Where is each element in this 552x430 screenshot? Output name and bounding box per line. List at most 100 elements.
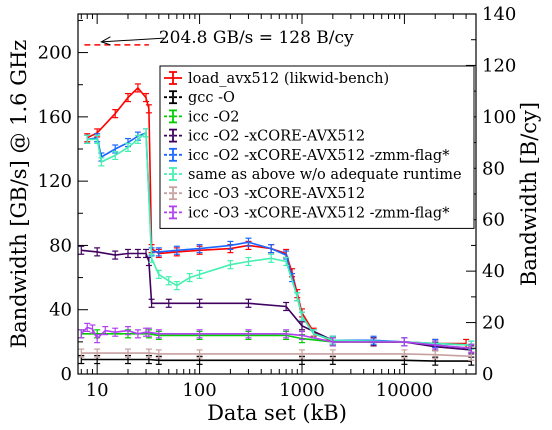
data-point xyxy=(196,329,203,339)
legend-item: load_avx512 (likwid-bench) xyxy=(164,71,389,87)
data-point xyxy=(134,83,141,93)
y-right-tick-label: 80 xyxy=(482,158,505,179)
y-left-tick-label: 200 xyxy=(38,43,72,64)
legend-swatch xyxy=(164,186,182,201)
legend-label: load_avx512 (likwid-bench) xyxy=(188,71,389,87)
data-point xyxy=(112,327,119,337)
y-right-tick-label: 60 xyxy=(482,210,505,231)
legend-item: gcc -O xyxy=(164,90,235,106)
data-point xyxy=(196,244,203,254)
data-point xyxy=(78,329,85,339)
legend-box xyxy=(159,65,475,229)
legend-swatch xyxy=(164,205,182,220)
data-point xyxy=(124,142,131,152)
data-point xyxy=(227,260,234,270)
annotation-arrowhead xyxy=(100,36,111,46)
y-right-tick-label: 20 xyxy=(482,313,505,334)
legend-swatch xyxy=(164,128,182,143)
data-point xyxy=(401,349,408,359)
series-8 xyxy=(78,322,475,353)
data-point xyxy=(298,311,305,321)
legend-item: icc -O3 -xCORE-AVX512 xyxy=(164,186,365,202)
data-point xyxy=(89,324,96,334)
data-point xyxy=(173,245,180,255)
y-right-tick-label: 40 xyxy=(482,261,505,282)
data-point xyxy=(186,272,193,283)
series-line xyxy=(81,358,472,362)
data-point xyxy=(245,256,252,267)
data-point xyxy=(134,134,141,144)
data-point xyxy=(329,337,336,347)
legend-item: icc -O2 -xCORE-AVX512 -zmm-flag* xyxy=(164,148,450,164)
data-point xyxy=(245,237,252,247)
annotation-layer: 204.8 GB/s = 128 B/cy xyxy=(84,28,354,48)
y-left-tick-label: 120 xyxy=(38,171,72,192)
series-2 xyxy=(78,354,475,366)
legend-label: icc -O3 -xCORE-AVX512 xyxy=(188,186,365,202)
data-point xyxy=(370,335,377,345)
data-point xyxy=(283,256,290,267)
data-point xyxy=(148,253,155,263)
ticks-layer: 10 100 1000 10000 0 40 80 120 160 200 0 20 40 60 80 100… xyxy=(38,4,517,401)
data-point xyxy=(298,330,305,341)
series-line xyxy=(81,352,472,358)
data-point xyxy=(155,269,162,279)
y-axis-right-title: Bandwidth [B/cy] xyxy=(517,102,541,286)
data-point xyxy=(143,92,150,103)
data-point xyxy=(329,349,336,359)
data-point xyxy=(124,326,131,336)
legend-label: icc -O3 -xCORE-AVX512 -zmm-flag* xyxy=(188,205,450,221)
legend-label: icc -O2 xyxy=(188,109,240,125)
legend-item: same as above w/o adequate runtime xyxy=(164,167,462,183)
data-point xyxy=(268,253,275,263)
y-right-tick-label: 100 xyxy=(482,107,516,128)
data-point xyxy=(165,276,172,286)
data-point xyxy=(134,248,141,259)
legend-swatch xyxy=(164,109,182,124)
data-point xyxy=(112,109,119,119)
data-point xyxy=(155,329,162,339)
x-tick-label: 10000 xyxy=(376,380,433,401)
data-point xyxy=(432,340,439,350)
series-layer xyxy=(78,83,475,366)
data-point xyxy=(78,245,85,255)
y-left-tick-label: 80 xyxy=(49,235,72,256)
legend-item: icc -O3 -xCORE-AVX512 -zmm-flag* xyxy=(164,205,450,221)
data-point xyxy=(94,334,101,344)
data-point xyxy=(196,298,203,308)
data-point xyxy=(124,248,131,259)
y-right-tick-label: 0 xyxy=(482,364,493,385)
annotation-text: 204.8 GB/s = 128 B/cy xyxy=(159,28,354,48)
data-point xyxy=(268,244,275,254)
data-point xyxy=(84,322,91,332)
series-line xyxy=(81,332,472,350)
y-left-tick-label: 40 xyxy=(49,300,72,321)
data-point xyxy=(102,326,109,336)
data-point xyxy=(145,327,152,337)
data-point xyxy=(196,269,203,279)
data-point xyxy=(155,247,162,257)
data-point xyxy=(94,247,101,257)
legend-label: same as above w/o adequate runtime xyxy=(188,167,462,183)
data-point xyxy=(124,348,131,358)
x-tick-label: 1000 xyxy=(279,380,325,401)
x-axis-title: Data set (kB) xyxy=(207,401,347,425)
data-point xyxy=(245,329,252,339)
x-tick-label: 100 xyxy=(182,380,216,401)
y-axis-left-title: Bandwidth [GB/s] @ 1.6 GHz xyxy=(7,40,31,349)
y-left-tick-label: 160 xyxy=(38,107,72,128)
data-point xyxy=(155,349,162,359)
data-point xyxy=(112,250,119,260)
data-point xyxy=(173,281,180,291)
legend-item: icc -O2 -xCORE-AVX512 xyxy=(164,129,365,145)
data-point xyxy=(165,298,172,308)
legend-label: gcc -O xyxy=(188,90,235,106)
data-point xyxy=(283,329,290,339)
legend: load_avx512 (likwid-bench) gcc -O icc -O2 i… xyxy=(159,65,475,229)
data-point xyxy=(112,150,119,161)
legend-swatch xyxy=(164,167,182,181)
legend-label: icc -O2 -xCORE-AVX512 -zmm-flag* xyxy=(188,148,450,164)
data-point xyxy=(143,128,150,138)
data-point xyxy=(124,92,131,103)
data-point xyxy=(432,350,439,360)
